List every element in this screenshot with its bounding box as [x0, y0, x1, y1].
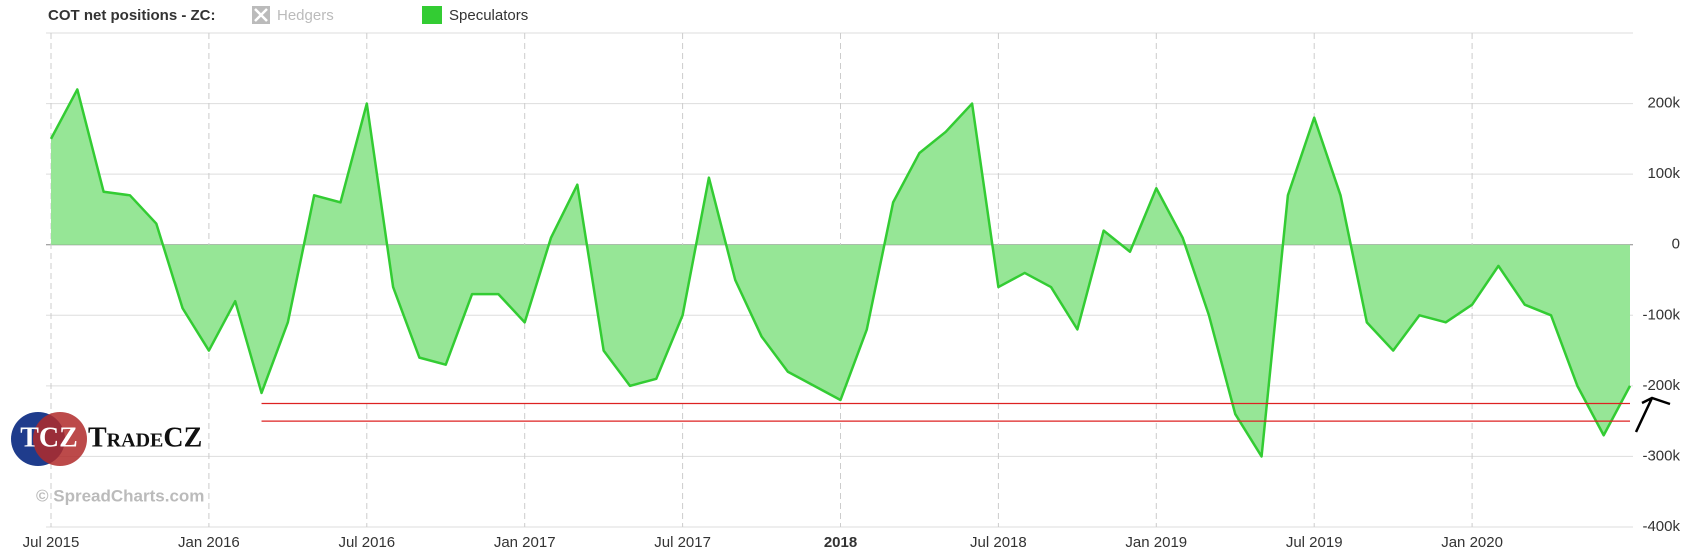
x-tick-label: Jan 2019 [1125, 534, 1187, 551]
y-tick-label: 200k [1647, 95, 1680, 112]
y-tick-label: -200k [1642, 377, 1680, 394]
legend-swatch[interactable] [422, 6, 442, 24]
x-tick-label: Jul 2019 [1286, 534, 1343, 551]
legend-label[interactable]: Hedgers [277, 7, 334, 24]
logo-badge: TCZ [20, 422, 78, 453]
x-tick-label: Jul 2017 [654, 534, 711, 551]
x-tick-label: Jul 2016 [338, 534, 395, 551]
credit: © SpreadCharts.com [36, 486, 204, 505]
logo-name: TradeCZ [88, 422, 202, 453]
y-tick-label: -100k [1642, 306, 1680, 323]
y-tick-label: 0 [1672, 236, 1680, 253]
x-tick-label: Jan 2020 [1441, 534, 1503, 551]
y-tick-label: 100k [1647, 165, 1680, 182]
legend-label[interactable]: Speculators [449, 7, 528, 24]
x-tick-label: Jan 2017 [494, 534, 556, 551]
x-tick-label: Jan 2016 [178, 534, 240, 551]
logo-circle [33, 412, 87, 466]
x-tick-label: Jul 2015 [23, 534, 80, 551]
logo: TCZ TradeCZ [11, 412, 202, 466]
y-tick-label: -300k [1642, 447, 1680, 464]
y-tick-label: -400k [1642, 518, 1680, 535]
x-tick-label: Jul 2018 [970, 534, 1027, 551]
hand-arrow [1634, 396, 1671, 433]
legend: Hedgers Speculators [252, 6, 528, 24]
line [49, 88, 1632, 458]
legend-disabled-mark [254, 8, 268, 22]
x-tick-label: 2018 [824, 534, 857, 551]
chart-title: COT net positions - ZC: [48, 7, 215, 24]
